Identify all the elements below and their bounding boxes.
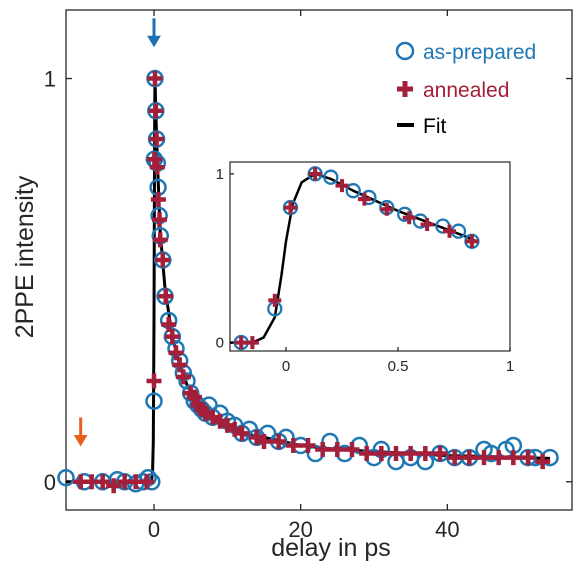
data-point-annealed <box>139 474 155 490</box>
main-plot-frame <box>65 9 573 511</box>
data-point-annealed <box>161 317 177 333</box>
data-point-annealed <box>315 442 331 458</box>
data-point-annealed <box>186 389 202 405</box>
data-point-annealed <box>447 450 463 466</box>
data-point-annealed <box>271 433 287 449</box>
data-point-annealed <box>520 450 536 466</box>
inset-ticks: 0 0.5 1 0 1 <box>216 166 515 375</box>
y-tick-label: 0 <box>216 335 224 352</box>
legend: as-prepared annealed Fit <box>395 41 536 138</box>
data-point-annealed <box>461 450 477 466</box>
data-point-annealed <box>357 192 371 206</box>
data-point-annealed <box>168 345 184 361</box>
data-point-annealed <box>234 425 250 441</box>
main-arrow-layer <box>73 18 161 447</box>
x-tick-label: 1 <box>506 358 514 375</box>
main-marker-layer <box>57 69 559 494</box>
data-point-annealed <box>476 450 492 466</box>
data-point-annealed <box>256 433 272 449</box>
legend-marker-annealed <box>397 81 413 97</box>
x-tick-label: 20 <box>288 517 312 542</box>
data-point-annealed <box>359 446 375 462</box>
y-tick-label: 1 <box>216 166 224 183</box>
data-point-annealed <box>106 478 122 494</box>
data-point-annealed <box>283 201 297 215</box>
data-point-annealed <box>146 151 162 167</box>
data-point-annealed <box>149 131 165 147</box>
data-point-annealed <box>420 217 434 231</box>
data-point-annealed <box>344 442 360 458</box>
y-tick-label: 1 <box>44 67 56 92</box>
data-point-annealed <box>155 252 171 268</box>
arrow-head <box>73 434 88 447</box>
legend-label-as-prepared: as-prepared <box>423 41 536 64</box>
x-tick-label: 0 <box>148 517 160 542</box>
data-point-as-prepared <box>323 169 339 185</box>
data-point-as-prepared <box>57 468 75 487</box>
data-point-annealed <box>152 232 168 248</box>
data-point-annealed <box>403 446 419 462</box>
legend-label-annealed: annealed <box>423 79 509 102</box>
data-point-annealed <box>285 437 301 453</box>
data-point-annealed <box>373 446 389 462</box>
data-point-annealed <box>146 373 162 389</box>
data-point-annealed <box>152 212 167 228</box>
data-point-as-prepared <box>345 183 361 199</box>
data-point-annealed <box>172 357 188 373</box>
arrow-head <box>147 35 161 48</box>
data-point-annealed <box>150 192 166 208</box>
inset-marker-layer <box>233 166 480 351</box>
data-point-annealed <box>417 446 433 462</box>
data-point-annealed <box>402 211 416 225</box>
data-point-annealed <box>308 167 322 181</box>
data-point-annealed <box>465 234 479 248</box>
data-point-annealed <box>329 442 345 458</box>
y-tick-label: 0 <box>44 470 56 495</box>
data-point-as-prepared <box>145 392 163 410</box>
data-point-annealed <box>300 437 316 453</box>
x-tick-label: 0.5 <box>388 358 409 375</box>
data-point-annealed <box>175 369 191 385</box>
inset-plot: 0 0.5 1 0 1 <box>216 161 515 375</box>
data-point-annealed <box>245 336 259 350</box>
data-point-annealed <box>505 450 521 466</box>
data-point-annealed <box>388 446 404 462</box>
data-point-annealed <box>491 450 507 466</box>
data-point-annealed <box>380 202 394 216</box>
data-point-annealed <box>268 293 282 307</box>
legend-marker-as-prepared <box>395 41 415 61</box>
data-point-annealed <box>432 446 448 462</box>
data-point-annealed <box>147 71 163 87</box>
x-axis-title: delay in ps <box>271 534 391 562</box>
data-point-annealed <box>164 329 180 345</box>
inset-plot-frame <box>229 161 511 352</box>
data-point-as-prepared <box>397 206 413 222</box>
data-point-annealed <box>443 224 457 238</box>
data-point-annealed <box>234 336 248 350</box>
data-point-annealed <box>335 179 349 193</box>
legend-label-fit: Fit <box>423 115 446 138</box>
data-point-annealed <box>148 103 164 119</box>
y-axis-title: 2PPE intensity <box>11 175 39 338</box>
data-point-annealed <box>535 454 551 470</box>
data-point-annealed <box>95 474 111 490</box>
data-point-as-prepared <box>178 372 196 390</box>
x-tick-label: 0 <box>282 358 290 375</box>
x-tick-label: 40 <box>435 517 459 542</box>
main-ticks: 0 20 40 0 1 <box>44 10 572 542</box>
data-point-annealed <box>149 159 165 175</box>
data-point-annealed <box>158 288 174 304</box>
